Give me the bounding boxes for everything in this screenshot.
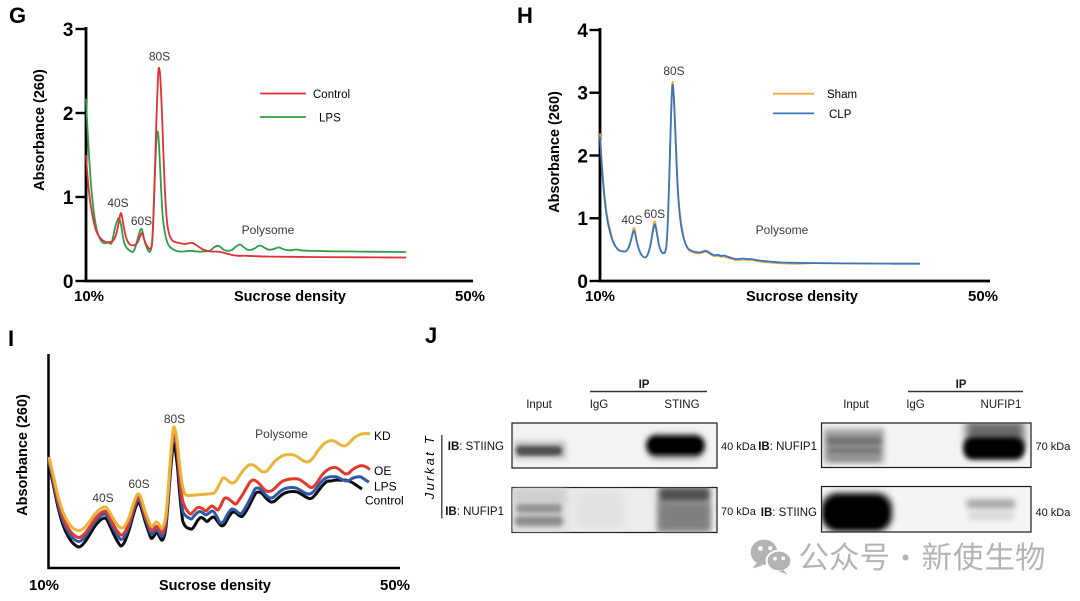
svg-text:OE: OE bbox=[374, 464, 391, 478]
svg-text:3: 3 bbox=[577, 84, 588, 105]
svg-text:J: J bbox=[425, 323, 437, 348]
svg-text:Absorbance (260): Absorbance (260) bbox=[547, 91, 563, 213]
svg-text:40S: 40S bbox=[621, 213, 642, 227]
svg-text:IP: IP bbox=[639, 379, 650, 391]
svg-text:IgG: IgG bbox=[590, 399, 609, 411]
svg-text:80S: 80S bbox=[663, 64, 684, 78]
svg-text:LPS: LPS bbox=[319, 113, 341, 125]
svg-text:10%: 10% bbox=[585, 288, 615, 305]
svg-text:80S: 80S bbox=[149, 50, 170, 64]
svg-text:Absorbance (260): Absorbance (260) bbox=[15, 394, 31, 516]
svg-text:2: 2 bbox=[577, 146, 588, 167]
svg-text:80S: 80S bbox=[164, 412, 185, 426]
svg-text:I: I bbox=[8, 326, 14, 351]
svg-text:40S: 40S bbox=[107, 196, 128, 210]
svg-text:IB: STIING: IB: STIING bbox=[448, 441, 504, 453]
svg-text:STING: STING bbox=[664, 399, 699, 411]
svg-text:Polysome: Polysome bbox=[242, 223, 295, 237]
svg-text:60S: 60S bbox=[131, 214, 152, 228]
svg-text:Absorbance (260): Absorbance (260) bbox=[32, 69, 48, 191]
svg-text:CLP: CLP bbox=[829, 109, 852, 121]
svg-text:Sham: Sham bbox=[827, 89, 857, 101]
svg-text:2: 2 bbox=[63, 104, 74, 125]
svg-text:G: G bbox=[9, 3, 26, 28]
svg-text:70 kDa: 70 kDa bbox=[1036, 441, 1072, 453]
svg-text:Control: Control bbox=[365, 494, 404, 508]
svg-text:0: 0 bbox=[577, 272, 588, 293]
svg-text:40 kDa: 40 kDa bbox=[721, 441, 757, 453]
svg-text:IB: STIING: IB: STIING bbox=[761, 507, 817, 519]
svg-text:10%: 10% bbox=[74, 288, 104, 305]
svg-text:Input: Input bbox=[526, 399, 552, 411]
svg-text:LPS: LPS bbox=[374, 480, 397, 494]
svg-text:Polysome: Polysome bbox=[756, 223, 809, 237]
svg-text:NUFIP1: NUFIP1 bbox=[981, 399, 1022, 411]
svg-text:Sucrose density: Sucrose density bbox=[159, 578, 271, 594]
svg-text:40 kDa: 40 kDa bbox=[1036, 507, 1072, 519]
svg-text:H: H bbox=[517, 3, 533, 28]
svg-text:Sucrose density: Sucrose density bbox=[234, 289, 346, 305]
svg-text:IB: NUFIP1: IB: NUFIP1 bbox=[758, 441, 817, 453]
svg-text:60S: 60S bbox=[644, 207, 665, 221]
svg-text:10%: 10% bbox=[29, 577, 59, 594]
svg-text:50%: 50% bbox=[380, 577, 410, 594]
svg-text:Sucrose density: Sucrose density bbox=[746, 289, 858, 305]
svg-text:70 kDa: 70 kDa bbox=[721, 506, 757, 518]
svg-text:Jurkat T: Jurkat T bbox=[422, 434, 437, 500]
svg-text:Control: Control bbox=[313, 89, 350, 101]
svg-text:40S: 40S bbox=[92, 491, 113, 505]
svg-text:4: 4 bbox=[577, 21, 588, 42]
svg-text:IB: NUFIP1: IB: NUFIP1 bbox=[445, 506, 504, 518]
svg-text:50%: 50% bbox=[455, 288, 485, 305]
svg-text:50%: 50% bbox=[968, 288, 998, 305]
svg-text:1: 1 bbox=[577, 209, 588, 230]
svg-text:IP: IP bbox=[956, 379, 967, 391]
svg-text:KD: KD bbox=[374, 429, 391, 443]
svg-text:0: 0 bbox=[63, 272, 74, 293]
svg-text:1: 1 bbox=[63, 188, 74, 209]
svg-text:Input: Input bbox=[843, 399, 869, 411]
svg-text:60S: 60S bbox=[128, 477, 149, 491]
svg-text:IgG: IgG bbox=[906, 399, 925, 411]
svg-text:3: 3 bbox=[63, 20, 74, 41]
svg-text:Polysome: Polysome bbox=[255, 427, 308, 441]
